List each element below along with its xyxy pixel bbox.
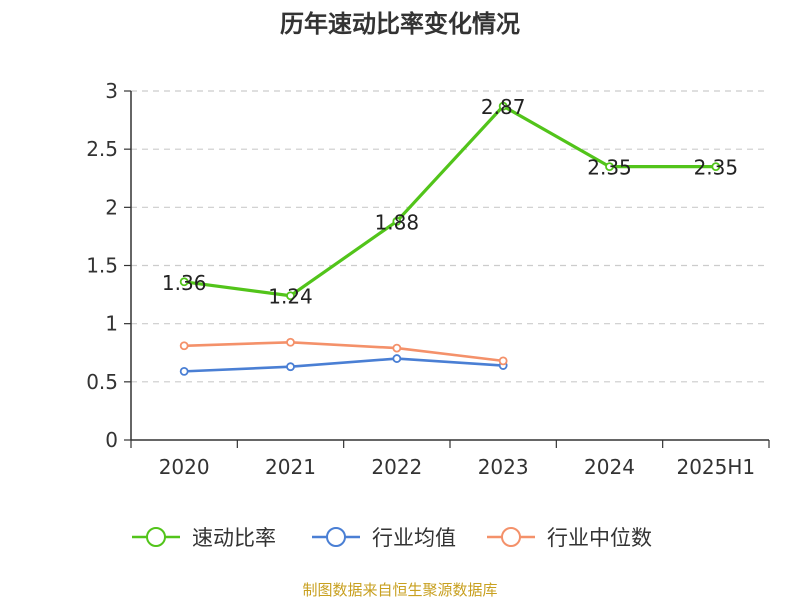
legend: 速动比率 行业均值 行业中位数 xyxy=(132,526,652,550)
x-tick-label: 2021 xyxy=(265,455,316,479)
data-label: 2.35 xyxy=(587,156,632,180)
x-tick-label: 2020 xyxy=(159,455,210,479)
x-tick-label: 2024 xyxy=(584,455,635,479)
series-layer xyxy=(179,101,721,376)
series-line xyxy=(182,104,718,298)
y-tick-label: 2.5 xyxy=(86,137,118,161)
y-tick-label: 1 xyxy=(105,312,118,336)
series-line xyxy=(182,357,505,373)
data-point xyxy=(392,216,402,226)
x-tick-label: 2023 xyxy=(478,455,529,479)
data-label: 2.87 xyxy=(481,95,526,119)
data-point xyxy=(179,366,189,376)
x-tick-label: 2022 xyxy=(371,455,422,479)
data-point xyxy=(498,356,508,366)
series-line xyxy=(182,340,505,363)
y-tick-label: 2 xyxy=(105,195,118,219)
data-point xyxy=(179,277,189,287)
data-label: 1.24 xyxy=(268,285,313,309)
source-note: 制图数据来自恒生聚源数据库 xyxy=(302,581,497,599)
legend-label: 行业中位数 xyxy=(547,526,652,550)
x-tick-label: 2025H1 xyxy=(676,455,755,479)
legend-marker xyxy=(501,527,521,547)
y-tick-label: 3 xyxy=(105,79,118,103)
data-point xyxy=(711,162,721,172)
y-tick-label: 0 xyxy=(105,428,118,452)
data-label: 2.35 xyxy=(694,156,739,180)
data-labels: 1.36 1.24 1.88 2.87 2.35 2.35 xyxy=(162,95,738,309)
legend-label: 速动比率 xyxy=(192,526,276,550)
data-label: 1.88 xyxy=(375,210,420,234)
data-point xyxy=(286,291,295,301)
legend-marker xyxy=(326,527,346,547)
data-point xyxy=(392,343,402,353)
legend-label: 行业均值 xyxy=(372,526,456,550)
data-point xyxy=(286,362,295,372)
chart-title: 历年速动比率变化情况 xyxy=(280,10,520,38)
data-label: 1.36 xyxy=(162,271,207,295)
legend-marker xyxy=(146,527,166,547)
data-point xyxy=(498,101,508,111)
data-point xyxy=(605,162,614,172)
data-point xyxy=(286,337,295,347)
data-point xyxy=(179,341,189,351)
y-tick-label: 1.5 xyxy=(86,254,118,278)
y-tick-label: 0.5 xyxy=(86,370,118,394)
axes: 0 0.5 1 1.5 2 2.5 3 2020 2021 2022 2023 2024 2025H1 xyxy=(86,79,770,479)
gridlines xyxy=(131,90,769,383)
data-point xyxy=(392,354,402,363)
